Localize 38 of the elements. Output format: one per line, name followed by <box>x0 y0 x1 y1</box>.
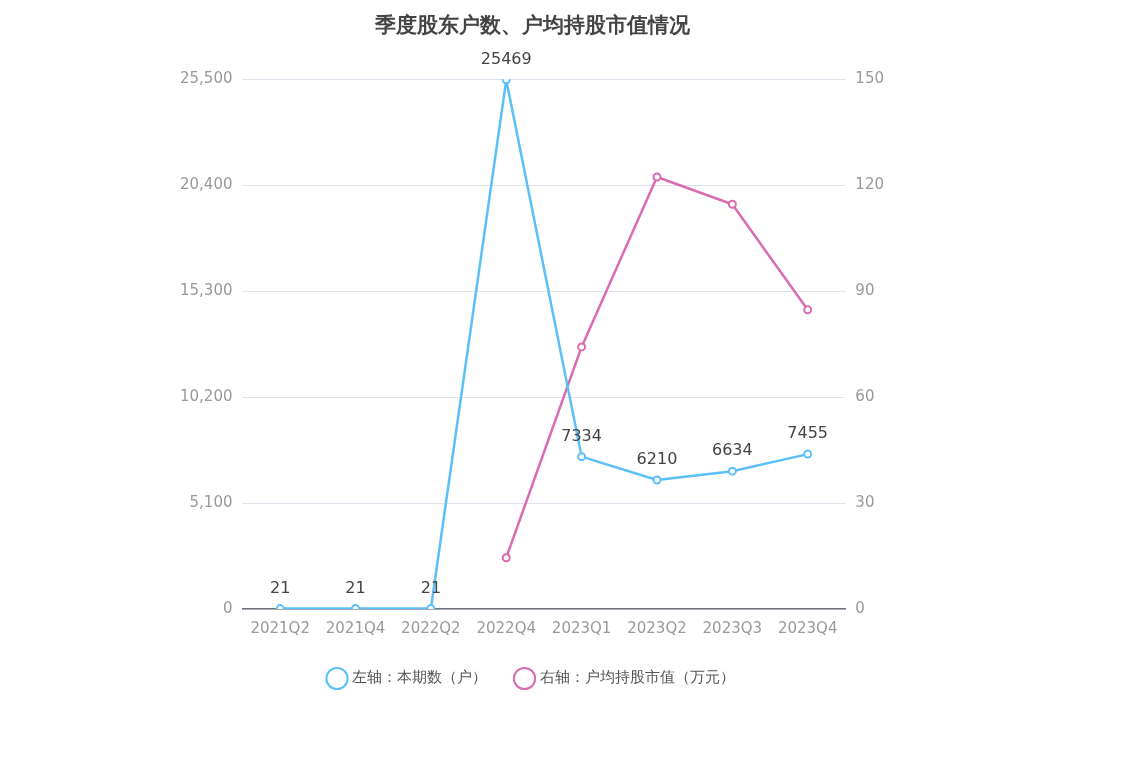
point <box>727 199 737 209</box>
point <box>727 466 737 476</box>
x-tick-label: 2023Q1 <box>551 618 612 637</box>
data-label: 6210 <box>636 449 678 469</box>
legend-label: 右轴：户均持股市值（万元） <box>539 668 735 687</box>
data-label: 21 <box>345 577 366 597</box>
data-label: 6634 <box>711 440 753 460</box>
data-label: 25469 <box>480 49 532 68</box>
y2-tick-label: 120 <box>855 175 885 194</box>
y2-tick-label: 90 <box>855 281 875 300</box>
point <box>501 553 511 563</box>
x-tick-label: 2023Q4 <box>777 618 838 637</box>
point <box>803 449 813 459</box>
point <box>652 475 662 485</box>
y2-tick-label: 60 <box>855 386 875 405</box>
y2-tick-label: 0 <box>855 598 865 617</box>
chart-title: 季度股东户数、户均持股市值情况 <box>373 13 691 38</box>
y2-tick-label: 30 <box>855 492 875 511</box>
y-tick-label: 20,400 <box>179 175 233 194</box>
legend-label: 左轴：本期数（户） <box>352 668 487 687</box>
x-tick-label: 2023Q3 <box>702 618 763 637</box>
point <box>577 452 587 462</box>
x-tick-label: 2022Q2 <box>401 618 461 637</box>
y-tick-label: 15,300 <box>179 281 233 300</box>
x-tick-label: 2023Q2 <box>627 618 687 637</box>
data-label: 7455 <box>787 423 829 443</box>
y-tick-label: 25,500 <box>179 69 233 88</box>
x-tick-label: 2021Q4 <box>325 618 386 637</box>
y2-tick-label: 150 <box>855 69 885 88</box>
y-tick-label: 0 <box>222 598 233 617</box>
y-tick-label: 10,200 <box>179 386 233 405</box>
point <box>652 172 662 182</box>
data-label: 21 <box>269 577 291 597</box>
y-tick-label: 5,100 <box>189 492 233 511</box>
x-tick-label: 2021Q2 <box>250 618 310 637</box>
x-tick-label: 2022Q4 <box>476 618 537 637</box>
point <box>803 305 813 315</box>
point <box>577 342 587 352</box>
